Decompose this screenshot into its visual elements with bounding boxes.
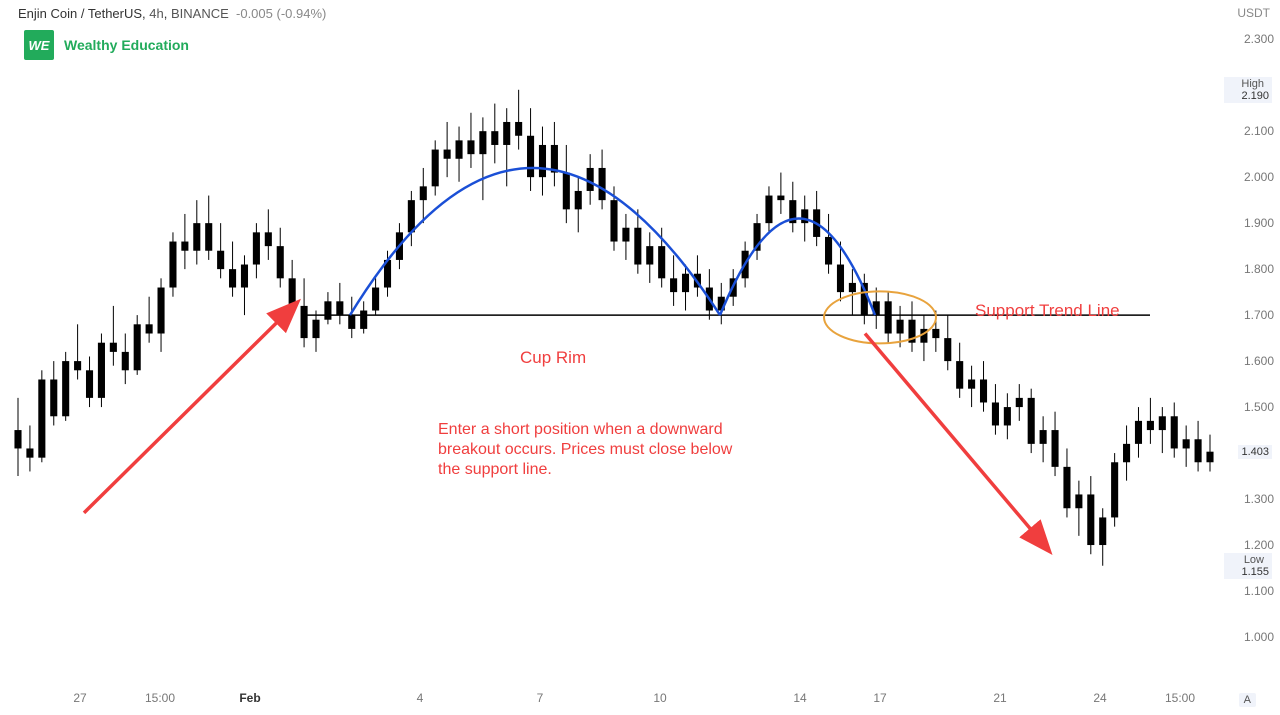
y-tick: 1.200 xyxy=(1244,538,1274,552)
y-marker: 1.403 xyxy=(1238,445,1272,459)
price-chart[interactable] xyxy=(0,0,1280,715)
y-tick: 2.100 xyxy=(1244,124,1274,138)
x-tick: 27 xyxy=(73,691,86,705)
trend-arrow-0 xyxy=(84,304,296,513)
cup-curve-1 xyxy=(720,219,875,316)
x-tick: 10 xyxy=(653,691,666,705)
y-axis: 2.300 2.100 2.000 1.900 1.800 1.700 1.600 1.500… xyxy=(1224,0,1274,660)
auto-scale-button[interactable]: A xyxy=(1239,693,1256,707)
x-tick: 4 xyxy=(417,691,424,705)
y-marker: High2.190 xyxy=(1224,77,1272,103)
candlesticks xyxy=(14,90,1213,566)
y-marker: Low1.155 xyxy=(1224,553,1272,579)
x-tick: 15:00 xyxy=(1165,691,1195,705)
y-tick: 1.700 xyxy=(1244,308,1274,322)
breakout-highlight-ellipse xyxy=(824,291,936,343)
x-tick: Feb xyxy=(239,691,260,705)
cup-curve-0 xyxy=(350,168,720,315)
annotation-2: Enter a short position when a downward b… xyxy=(438,420,732,480)
y-tick: 2.300 xyxy=(1244,32,1274,46)
annotation-1: Support Trend Line xyxy=(975,300,1120,321)
x-tick: 14 xyxy=(793,691,806,705)
x-tick: 7 xyxy=(537,691,544,705)
y-tick: 1.900 xyxy=(1244,216,1274,230)
x-tick: 17 xyxy=(873,691,886,705)
x-tick: 24 xyxy=(1093,691,1106,705)
y-tick: 2.000 xyxy=(1244,170,1274,184)
y-tick: 1.800 xyxy=(1244,262,1274,276)
y-tick: 1.600 xyxy=(1244,354,1274,368)
x-axis: 27 15:00 Feb 4 7 10 14 17 21 24 15:00 xyxy=(0,685,1210,705)
y-tick: 1.500 xyxy=(1244,400,1274,414)
y-tick: 1.300 xyxy=(1244,492,1274,506)
y-tick: 1.000 xyxy=(1244,630,1274,644)
x-tick: 15:00 xyxy=(145,691,175,705)
annotation-0: Cup Rim xyxy=(520,347,586,368)
y-tick: 1.100 xyxy=(1244,584,1274,598)
x-tick: 21 xyxy=(993,691,1006,705)
